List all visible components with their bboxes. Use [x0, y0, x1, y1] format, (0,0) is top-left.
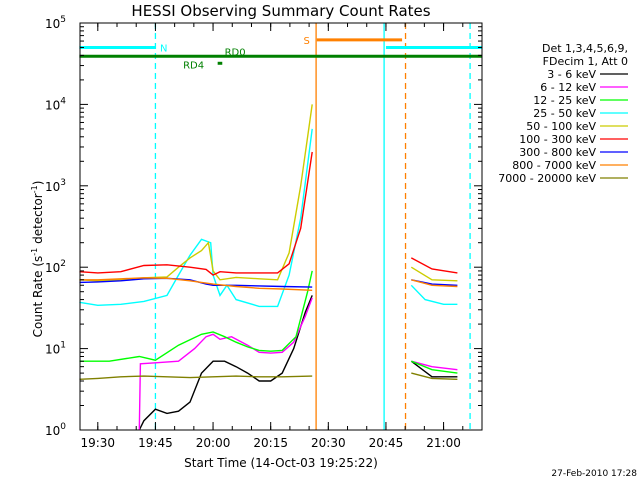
y-axis-label-sup2: -1: [30, 185, 39, 193]
y-tick-label: 100: [45, 422, 66, 438]
legend-label: 6 - 12 keV: [540, 81, 596, 94]
legend-label: 800 - 7000 keV: [512, 159, 596, 172]
x-tick-label: 19:45: [138, 436, 173, 450]
y-tick-label: 102: [45, 259, 66, 275]
legend-header: Det 1,3,4,5,6,9,: [542, 42, 628, 55]
vertical-markers: [154, 23, 471, 430]
flag-bars: N S RD0 RD4: [79, 36, 482, 71]
series-lines: [79, 104, 458, 431]
legend-label: 300 - 800 keV: [519, 146, 596, 159]
series-line-8: [79, 277, 313, 291]
series-line-9: [79, 375, 313, 380]
series-line-3: [411, 360, 458, 374]
series-line-8: [411, 279, 458, 288]
flag-label-rd0: RD0: [225, 47, 246, 58]
series-line-9: [411, 372, 458, 380]
series-line-6: [79, 151, 313, 276]
x-tick-label: 21:00: [426, 436, 461, 450]
series-line-3: [79, 270, 313, 362]
x-tick-label: 20:15: [253, 436, 288, 450]
y-tick-label: 101: [45, 341, 66, 357]
y-axis-label-main: Count Rate (s: [31, 256, 45, 338]
x-tick-label: 19:30: [80, 436, 115, 450]
legend: Det 1,3,4,5,6,9,FDecim 1, Att 03 - 6 keV…: [498, 42, 628, 185]
legend-label: 25 - 50 keV: [533, 107, 596, 120]
x-tick-label: 20:30: [311, 436, 346, 450]
y-tick-label: 104: [45, 96, 66, 112]
x-tick-label: 20:45: [369, 436, 404, 450]
series-line-4: [79, 128, 313, 308]
flag-label-rd4: RD4: [183, 60, 204, 71]
legend-label: 100 - 300 keV: [519, 133, 596, 146]
legend-label: 50 - 100 keV: [526, 120, 596, 133]
footer-date: 27-Feb-2010 17:28: [551, 469, 637, 479]
axis-frame: [79, 22, 483, 431]
legend-label: 7000 - 20000 keV: [498, 172, 596, 185]
flag-label-s: S: [304, 36, 310, 47]
y-axis-label-sup1: -1: [30, 248, 39, 256]
chart-title: HESSI Observing Summary Count Rates: [131, 2, 430, 20]
series-line-1: [410, 360, 458, 378]
series-line-1: [138, 295, 313, 431]
axes: 19:30 19:45 20:00 20:15 20:30 20:45 21:00 100 10…: [45, 15, 483, 450]
y-axis-label: Count Rate (s-1 detector-1): [30, 181, 45, 338]
legend-label: 12 - 25 keV: [533, 94, 596, 107]
y-axis-label-end: ): [31, 181, 45, 186]
series-line-5: [410, 266, 458, 282]
flag-label-n: N: [160, 44, 167, 55]
legend-header: FDecim 1, Att 0: [543, 55, 628, 68]
x-tick-label: 20:00: [196, 436, 231, 450]
series-line-6: [410, 257, 458, 274]
y-tick-label: 105: [45, 15, 66, 31]
y-axis-label-mid: detector: [31, 193, 45, 248]
series-line-2: [411, 360, 458, 371]
x-axis-label: Start Time (14-Oct-03 19:25:22): [184, 456, 378, 470]
series-line-4: [410, 284, 458, 305]
y-tick-label: 103: [45, 178, 66, 194]
legend-label: 3 - 6 keV: [547, 68, 596, 81]
